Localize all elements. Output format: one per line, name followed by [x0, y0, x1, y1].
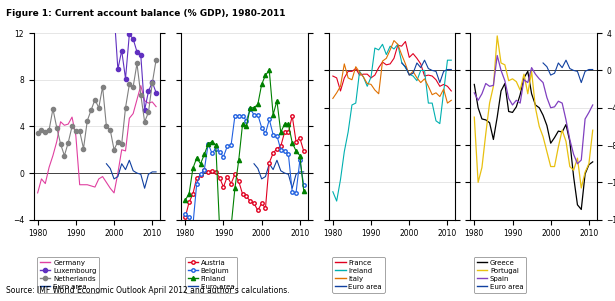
Legend: Germany, Luxembourg, Netherlands, Euro area: Germany, Luxembourg, Netherlands, Euro a…: [38, 257, 100, 293]
Text: Figure 1: Current account balance (% GDP), 1980-2011: Figure 1: Current account balance (% GDP…: [6, 9, 285, 18]
Legend: Greece, Portugal, Spain, Euro area: Greece, Portugal, Spain, Euro area: [474, 257, 526, 293]
Text: Source: IMF World Economic Outlook April 2012 and author’s calculations.: Source: IMF World Economic Outlook April…: [6, 286, 290, 295]
Legend: France, Ireland, Italy, Euro area: France, Ireland, Italy, Euro area: [333, 257, 385, 293]
Legend: Austria, Belgium, Finland, Euro area: Austria, Belgium, Finland, Euro area: [185, 257, 237, 293]
